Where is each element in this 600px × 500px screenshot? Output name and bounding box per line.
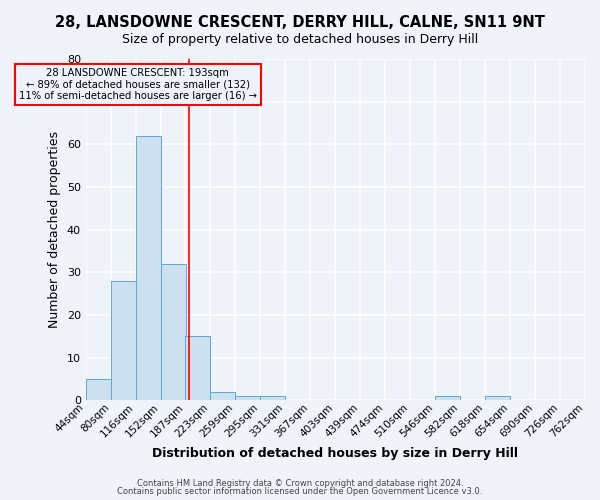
Text: Size of property relative to detached houses in Derry Hill: Size of property relative to detached ho…: [122, 32, 478, 46]
Bar: [111, 281, 136, 400]
Bar: [485, 396, 510, 400]
Text: 28, LANSDOWNE CRESCENT, DERRY HILL, CALNE, SN11 9NT: 28, LANSDOWNE CRESCENT, DERRY HILL, CALN…: [55, 15, 545, 30]
Bar: [136, 136, 161, 400]
X-axis label: Distribution of detached houses by size in Derry Hill: Distribution of detached houses by size …: [152, 447, 518, 460]
Bar: [260, 396, 286, 400]
Text: Contains HM Land Registry data © Crown copyright and database right 2024.: Contains HM Land Registry data © Crown c…: [137, 478, 463, 488]
Bar: [161, 264, 186, 400]
Y-axis label: Number of detached properties: Number of detached properties: [48, 131, 61, 328]
Bar: [86, 379, 111, 400]
Bar: [235, 396, 260, 400]
Bar: [210, 392, 235, 400]
Bar: [435, 396, 460, 400]
Text: Contains public sector information licensed under the Open Government Licence v3: Contains public sector information licen…: [118, 487, 482, 496]
Text: 28 LANSDOWNE CRESCENT: 193sqm
← 89% of detached houses are smaller (132)
11% of : 28 LANSDOWNE CRESCENT: 193sqm ← 89% of d…: [19, 68, 257, 101]
Bar: [185, 336, 210, 400]
